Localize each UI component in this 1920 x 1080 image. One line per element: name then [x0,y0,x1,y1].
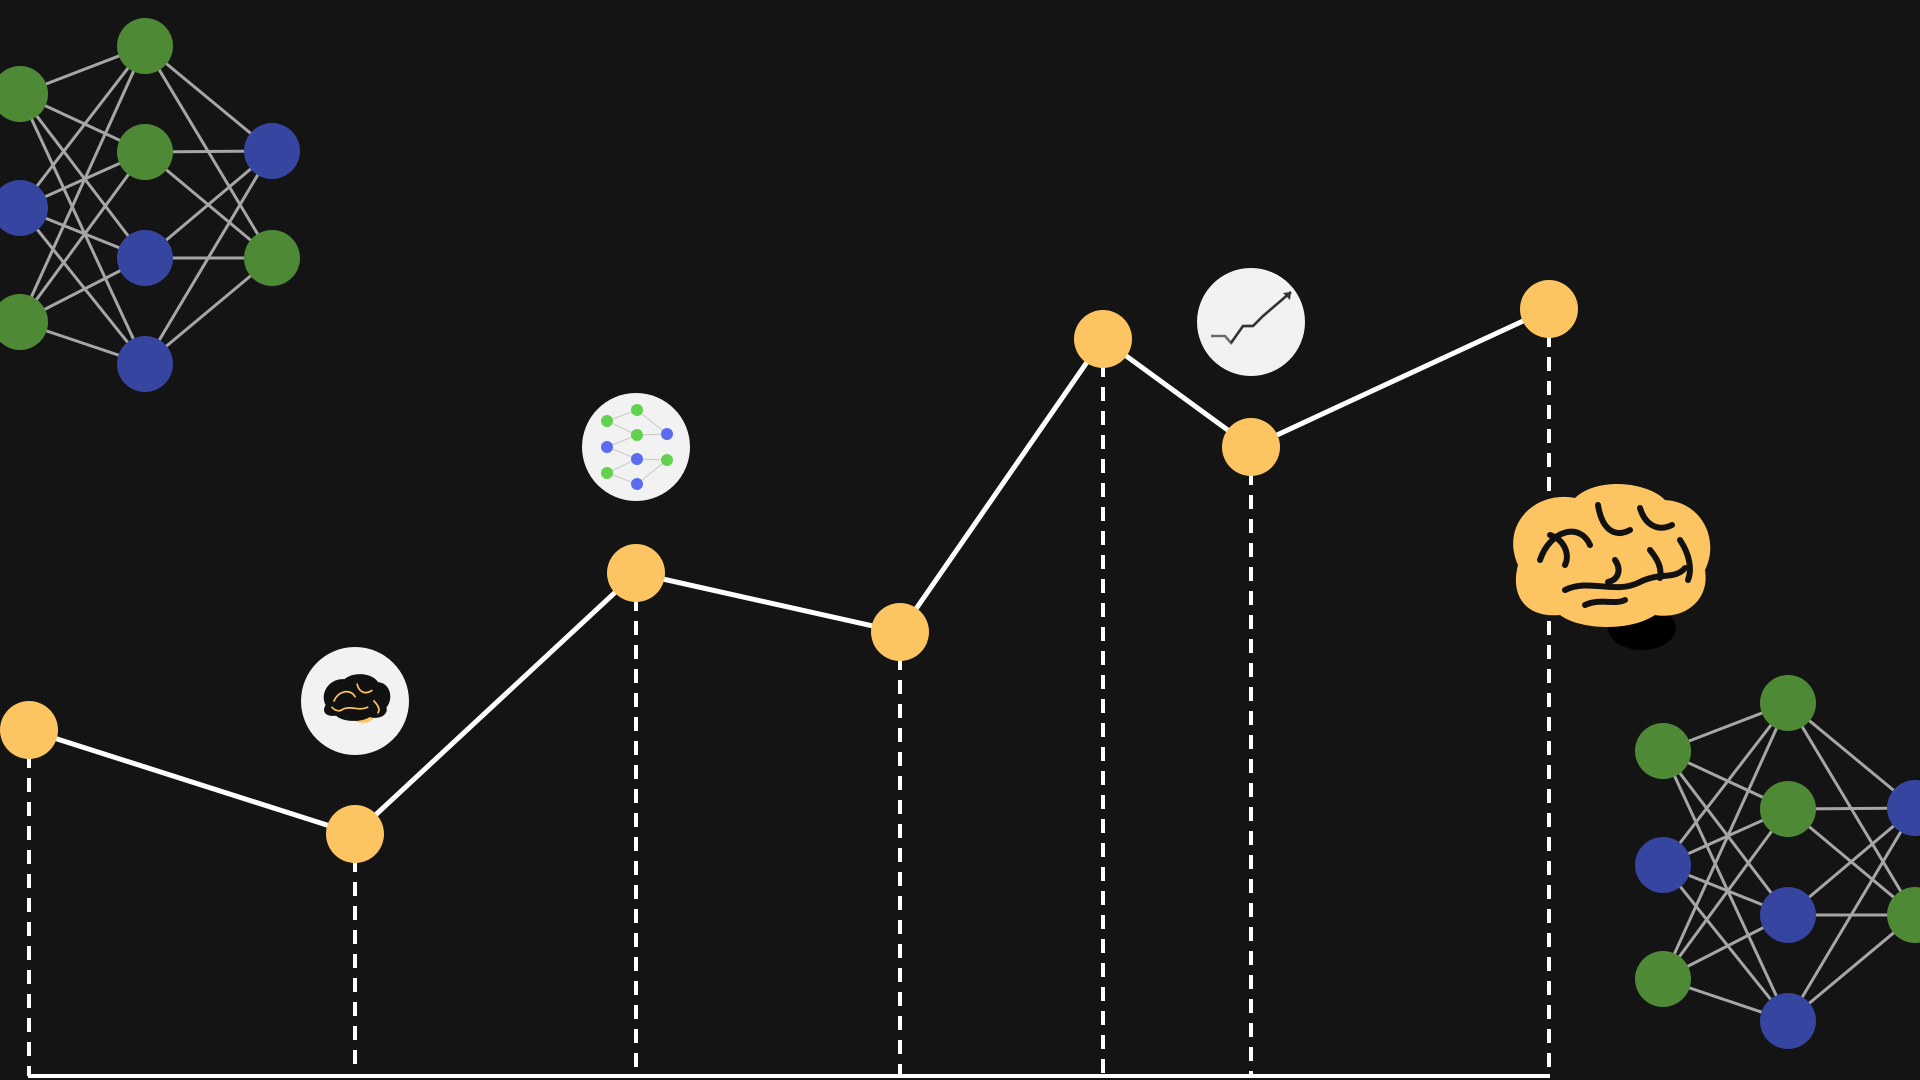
neural-network-icon-top-left [0,18,300,392]
network-node [117,124,173,180]
trend-point [1222,418,1280,476]
network-node [1887,887,1920,943]
network-node [1635,723,1691,779]
network-node [1760,887,1816,943]
network-edge [1661,864,1790,1022]
network-edge [1661,750,1790,1022]
network-node [0,66,48,122]
network-edge [1786,807,1917,1022]
badge-trend-chart [1197,268,1305,376]
network-node [117,18,173,74]
trend-point [1074,310,1132,368]
network-edge [18,45,147,209]
neural-network-icon-bottom-right [1635,675,1920,1049]
network-edge [1661,702,1790,866]
trend-point [326,805,384,863]
trend-point [871,603,929,661]
network-node [117,230,173,286]
network-node [244,230,300,286]
network-edge [18,93,147,365]
trend-chart-icon [1211,291,1292,346]
trend-point [0,701,58,759]
network-edge [18,45,147,323]
badge-neural-network [582,393,690,501]
network-node [1760,993,1816,1049]
network-node [1760,675,1816,731]
brain-icon-large [1513,483,1711,650]
vertical-dashed-guides [27,309,1551,1076]
network-node [117,336,173,392]
trend-point [607,544,665,602]
brain-icon [323,674,391,723]
network-edge [18,93,147,259]
trend-points [0,280,1578,863]
network-node [0,294,48,350]
network-node [1635,951,1691,1007]
trend-point [1520,280,1578,338]
network-node [244,123,300,179]
network-node [0,180,48,236]
network-edge [18,151,147,323]
network-edge [1661,750,1790,916]
network-edge [1661,702,1790,980]
network-edge [1661,808,1790,980]
network-node [1760,781,1816,837]
badge-brain [301,647,409,755]
network-edge [143,150,274,365]
network-node [1887,780,1920,836]
network-edge [18,207,147,365]
network-node [1635,837,1691,893]
